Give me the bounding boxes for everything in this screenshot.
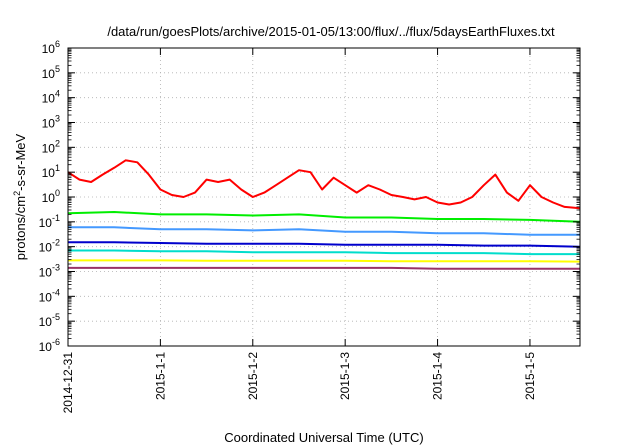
y-tick-exponent: 2 (55, 138, 60, 148)
y-tick-base: 10 (42, 42, 56, 56)
x-tick-label: 2015-1-5 (523, 352, 537, 400)
y-tick-exponent: -3 (52, 263, 60, 273)
y-tick-exponent: 0 (55, 188, 60, 198)
x-axis: 2014-12-31 2015-1-1 2015-1-2 2015-1-3 2015-1… (61, 48, 537, 413)
grid (68, 48, 580, 346)
y-tick-label: 104 (42, 89, 60, 106)
y-tick-exponent: -6 (52, 337, 60, 347)
y-tick-label: 10-3 (39, 263, 60, 280)
y-axis-label: protons/cm2-s-sr-MeV (12, 133, 28, 260)
series-group (67, 159, 581, 270)
series-line-3 (68, 226, 580, 236)
y-tick-exponent: 5 (55, 64, 60, 74)
x-axis-label: Coordinated Universal Time (UTC) (224, 430, 423, 445)
x-tick-label: 2015-1-1 (153, 352, 167, 400)
y-axis-label-part: -s-sr-MeV (13, 133, 28, 190)
y-tick-exponent: 3 (55, 114, 60, 124)
y-tick-exponent: -1 (52, 213, 60, 223)
chart-title: /data/run/goesPlots/archive/2015-01-05/1… (107, 24, 555, 39)
y-tick-label: 105 (42, 64, 60, 81)
y-axis-label-superscript: 2 (12, 191, 22, 196)
series-line-2 (67, 211, 581, 223)
y-axis: 10-610-510-410-310-210-11001011021031041… (39, 39, 580, 354)
y-tick-base: 10 (39, 241, 53, 255)
y-tick-label: 103 (42, 114, 60, 131)
y-tick-base: 10 (39, 216, 53, 230)
y-tick-base: 10 (42, 166, 56, 180)
y-tick-base: 10 (39, 315, 53, 329)
y-tick-base: 10 (42, 117, 56, 131)
x-tick-label: 2015-1-2 (246, 352, 260, 400)
y-tick-label: 106 (42, 39, 60, 56)
x-tick-label: 2015-1-4 (431, 352, 445, 400)
y-tick-label: 100 (42, 188, 60, 205)
y-tick-exponent: -2 (52, 238, 60, 248)
x-tick-label: 2015-1-3 (338, 352, 352, 400)
y-tick-base: 10 (42, 191, 56, 205)
y-tick-exponent: 1 (55, 163, 60, 173)
y-tick-exponent: 6 (55, 39, 60, 49)
series-line-6 (68, 259, 581, 263)
y-tick-label: 102 (42, 138, 60, 155)
x-tick-label: 2014-12-31 (61, 352, 75, 414)
y-tick-label: 10-2 (39, 238, 60, 255)
y-tick-label: 101 (42, 163, 60, 180)
series-line-1 (67, 159, 581, 210)
y-tick-base: 10 (42, 141, 56, 155)
y-tick-label: 10-6 (39, 337, 60, 354)
y-tick-label: 10-5 (39, 312, 60, 329)
y-tick-base: 10 (39, 340, 53, 354)
y-tick-label: 10-4 (39, 287, 60, 304)
y-tick-label: 10-1 (39, 213, 60, 230)
y-tick-base: 10 (42, 92, 56, 106)
y-tick-base: 10 (39, 290, 53, 304)
y-tick-base: 10 (42, 67, 56, 81)
y-tick-exponent: -5 (52, 312, 60, 322)
series-line-4 (68, 241, 581, 248)
series-line-5 (68, 249, 580, 256)
y-tick-base: 10 (39, 266, 53, 280)
series-line-7 (68, 266, 580, 270)
y-tick-exponent: 4 (55, 89, 60, 99)
y-axis-label-part: protons/cm (13, 196, 28, 260)
y-tick-exponent: -4 (52, 287, 60, 297)
